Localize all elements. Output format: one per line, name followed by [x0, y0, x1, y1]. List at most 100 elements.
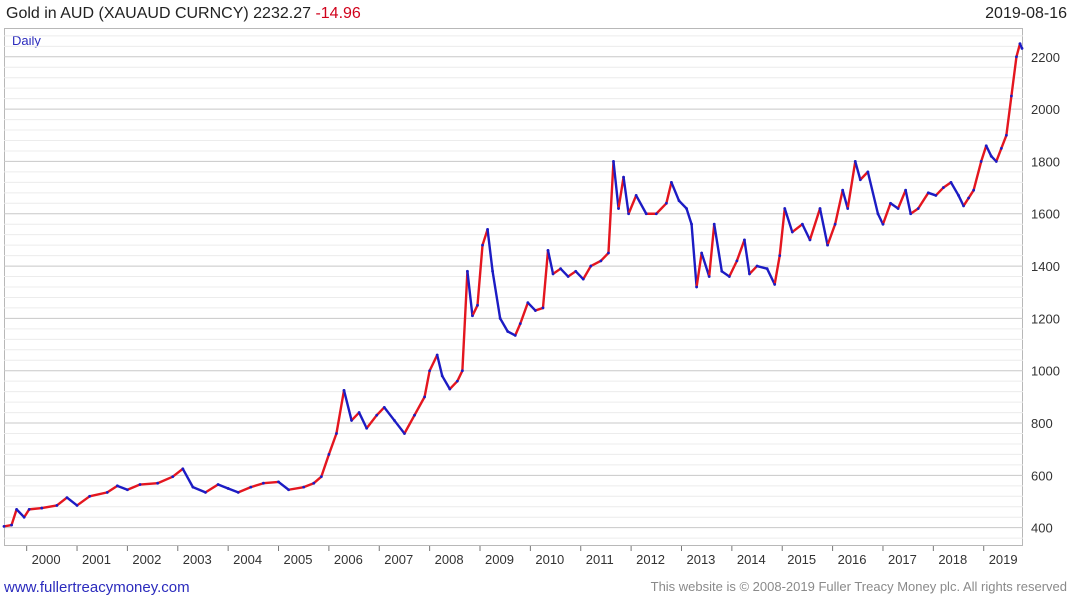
price-segment [670, 181, 681, 202]
price-segment [413, 395, 426, 417]
price-segment [735, 238, 746, 263]
price-segment [574, 270, 585, 281]
price-point [262, 481, 265, 485]
price-point [541, 306, 545, 310]
price-point [612, 160, 615, 163]
price-point [707, 275, 711, 278]
price-segment [65, 496, 79, 507]
y-tick-label: 1200 [1031, 311, 1060, 326]
price-segment [55, 496, 69, 507]
price-point [876, 212, 880, 216]
price-point [607, 251, 610, 255]
x-tick-label: 2001 [82, 552, 111, 567]
x-tick-label: 2007 [384, 552, 413, 567]
price-segment [88, 491, 109, 498]
price-point [999, 146, 1003, 150]
price-segment [1015, 42, 1022, 58]
x-tick-label: 2010 [535, 552, 564, 567]
x-tick-label: 2006 [334, 552, 363, 567]
price-point [677, 199, 681, 203]
price-point [40, 506, 44, 510]
x-tick-label: 2003 [183, 552, 212, 567]
price-segment [22, 508, 31, 519]
price-segment [498, 317, 509, 333]
price-point [934, 194, 938, 197]
price-segment [403, 413, 416, 435]
price-point [841, 188, 845, 192]
price-segment [728, 259, 739, 278]
price-point [720, 269, 724, 273]
price-segment [881, 202, 892, 226]
x-tick-label: 2014 [737, 552, 766, 567]
price-point [622, 175, 625, 179]
price-point [357, 411, 361, 414]
price-segment [287, 485, 305, 491]
price-segment [441, 374, 451, 391]
price-segment [773, 254, 781, 286]
price-point [808, 238, 812, 242]
price-point [392, 419, 396, 422]
price-segment [526, 301, 537, 312]
price-segment [985, 144, 993, 158]
x-tick-label: 2018 [938, 552, 967, 567]
price-segment [690, 223, 698, 289]
price-segment [116, 484, 129, 491]
price-point [491, 269, 494, 273]
price-point [277, 480, 280, 484]
price-point [105, 490, 109, 494]
price-point [896, 207, 900, 210]
price-change: -14.96 [315, 5, 361, 22]
price-segment [808, 207, 822, 242]
price-segment [10, 508, 18, 527]
price-point [800, 222, 804, 226]
price-segment [765, 267, 776, 286]
y-tick-label: 2000 [1031, 102, 1060, 117]
x-tick-label: 2011 [586, 552, 614, 567]
y-tick-label: 600 [1031, 468, 1053, 483]
price-point [599, 259, 603, 263]
price-segment [783, 207, 794, 234]
price-point [627, 212, 630, 216]
price-point [156, 481, 160, 485]
price-point [191, 485, 195, 489]
price-point [916, 207, 920, 210]
price-point [972, 188, 976, 192]
price-point [88, 494, 92, 498]
price-segment [491, 270, 502, 320]
price-point [926, 191, 930, 195]
price-segment [226, 487, 240, 494]
price-point [413, 413, 416, 417]
price-segment [748, 264, 759, 276]
chart-title: Gold in AUD (XAUAUD CURNCY) 2232.27 -14.… [6, 5, 361, 23]
price-segment [428, 353, 439, 372]
website-link[interactable]: www.fullertreacymoney.com [4, 579, 190, 596]
price-point [654, 212, 658, 216]
price-segment [181, 467, 195, 489]
price-segment [514, 322, 522, 337]
price-segment [277, 480, 290, 491]
price-point [171, 475, 175, 479]
price-segment [778, 207, 786, 257]
price-point [22, 515, 26, 519]
price-segment [617, 175, 625, 210]
price-segment [909, 207, 920, 215]
price-segment [755, 264, 769, 270]
price-point [1020, 47, 1024, 50]
price-segment [627, 194, 638, 215]
price-point [382, 405, 386, 409]
x-tick-label: 2000 [32, 552, 61, 567]
price-point [65, 496, 69, 500]
price-segment [320, 453, 331, 478]
price-segment [589, 259, 603, 268]
price-segment [720, 270, 731, 278]
price-point [858, 178, 862, 182]
price-point [27, 507, 31, 511]
price-point [773, 282, 777, 286]
price-segment [249, 482, 265, 489]
price-point [967, 196, 970, 200]
price-point [518, 322, 522, 326]
price-segment [476, 243, 484, 307]
price-segment [612, 160, 620, 210]
price-point [690, 222, 693, 226]
